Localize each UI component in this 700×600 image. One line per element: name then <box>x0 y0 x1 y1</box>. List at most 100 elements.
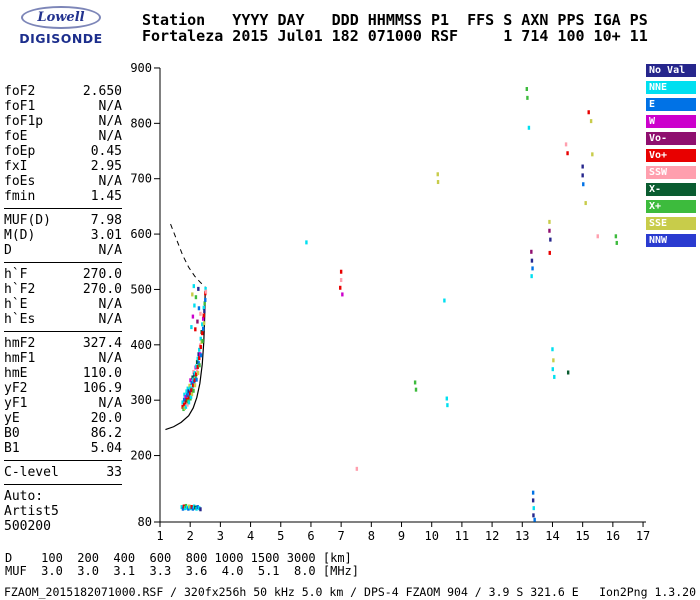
echo-point <box>581 164 584 169</box>
legend-item-w: W <box>646 115 696 128</box>
param-label: fxI <box>4 159 28 174</box>
echo-point <box>436 172 439 177</box>
echo-point <box>193 378 196 383</box>
echo-point <box>566 370 570 375</box>
param-row: foF2 2.650 <box>4 84 122 99</box>
param-label: yE <box>4 411 20 426</box>
echo-point <box>192 377 195 382</box>
echo-point <box>195 368 199 373</box>
echo-point <box>187 389 190 394</box>
echo-point <box>552 358 555 363</box>
param-value: 86.2 <box>90 426 122 441</box>
echo-point <box>531 266 534 271</box>
param-label: Artist5 <box>4 504 59 519</box>
param-row: C-level 33 <box>4 465 122 480</box>
param-label: B0 <box>4 426 20 441</box>
y-tick-label: 200 <box>130 449 152 463</box>
echo-point <box>201 331 204 336</box>
echo-point <box>197 361 200 366</box>
param-row: foF1p N/A <box>4 114 122 129</box>
echo-point <box>193 383 197 388</box>
echo-point <box>182 504 186 509</box>
group-separator <box>4 262 122 263</box>
echo-point <box>191 506 195 511</box>
param-value: 5.04 <box>90 441 122 456</box>
echo-point <box>596 234 599 239</box>
echo-point <box>582 182 585 187</box>
param-row: h`Es N/A <box>4 312 122 327</box>
echo-point <box>192 369 195 374</box>
x-tick-label: 7 <box>338 529 345 543</box>
echo-point <box>414 387 418 392</box>
param-value: 106.9 <box>82 381 122 396</box>
param-label: fmin <box>4 189 36 204</box>
echo-point <box>195 359 199 364</box>
param-row: foE N/A <box>4 129 122 144</box>
echo-point <box>591 152 594 157</box>
echo-point <box>188 391 192 396</box>
echo-point <box>199 353 203 358</box>
y-tick-label: 700 <box>130 172 152 186</box>
param-row: M(D) 3.01 <box>4 228 122 243</box>
param-value: 270.0 <box>82 267 122 282</box>
echo-point <box>203 301 206 306</box>
axes <box>158 68 646 523</box>
x-tick-label: 14 <box>545 529 559 543</box>
x-tick-label: 1 <box>156 529 163 543</box>
echo-point <box>192 383 195 388</box>
legend-item-x-: X- <box>646 183 696 196</box>
echo-point <box>194 374 197 379</box>
param-row: hmF1 N/A <box>4 351 122 366</box>
echo-point <box>551 347 554 352</box>
echo-point <box>191 314 195 319</box>
legend-item-x+: X+ <box>646 200 696 213</box>
echo-point <box>526 95 529 100</box>
param-value: N/A <box>98 396 122 411</box>
echo-point <box>532 506 535 511</box>
echo-point <box>188 386 192 391</box>
echo-point <box>339 278 343 283</box>
parameter-panel: foF2 2.650 foF1 N/A foF1p N/A foE N/A foEp 0.45 fx… <box>4 84 122 534</box>
x-tick-label: 11 <box>455 529 469 543</box>
echo-point <box>530 274 533 279</box>
legend-item-noval: No Val <box>646 64 696 77</box>
echo-point <box>195 377 198 382</box>
param-value: 2.95 <box>90 159 122 174</box>
echo-point <box>193 303 196 308</box>
echo-point <box>446 403 449 408</box>
echo-point <box>587 110 590 115</box>
echo-point <box>615 240 618 245</box>
echo-point <box>201 338 204 343</box>
echo-point <box>584 201 587 206</box>
param-value: 33 <box>106 465 122 480</box>
param-row: B1 5.04 <box>4 441 122 456</box>
param-row: foEp 0.45 <box>4 144 122 159</box>
echo-point <box>530 258 534 263</box>
x-tick-label: 5 <box>277 529 284 543</box>
echo-point <box>445 396 449 401</box>
status-bar: FZAOM_2015182071000.RSF / 320fx256h 50 k… <box>4 585 696 599</box>
echo-point <box>530 249 533 254</box>
echo-point <box>198 347 201 352</box>
echo-point <box>355 466 359 471</box>
echo-point <box>188 383 191 388</box>
echo-point <box>190 381 193 386</box>
echo-point <box>204 297 207 302</box>
param-value: 2.650 <box>82 84 122 99</box>
x-tick-label: 9 <box>398 529 405 543</box>
x-tick-label: 16 <box>606 529 620 543</box>
echo-point <box>184 394 187 399</box>
echo-point <box>181 404 184 409</box>
param-value: N/A <box>98 99 122 114</box>
param-row: yF1 N/A <box>4 396 122 411</box>
echo-point <box>189 394 193 399</box>
echo-point <box>548 250 551 255</box>
echo-point <box>192 388 195 393</box>
echo-point <box>197 286 200 291</box>
param-row: foEs N/A <box>4 174 122 189</box>
param-value: 7.98 <box>90 213 122 228</box>
param-label: Auto: <box>4 489 44 504</box>
header-block: Station YYYY DAY DDD HHMMSS P1 FFS S AXN… <box>142 12 648 44</box>
x-tick-label: 10 <box>424 529 438 543</box>
